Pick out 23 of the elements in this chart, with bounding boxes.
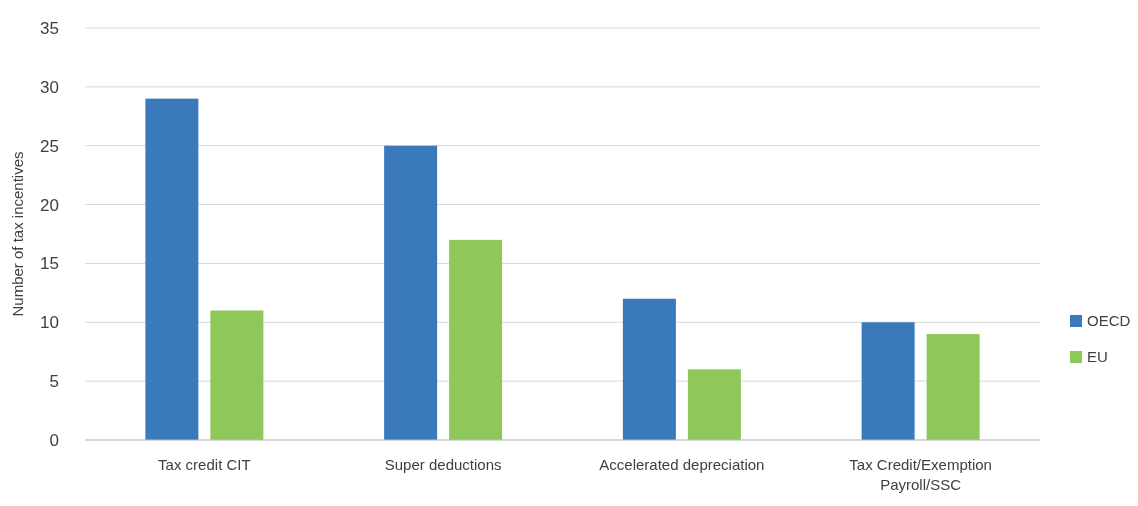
- y-tick-label: 25: [40, 136, 59, 156]
- y-tick-label: 30: [40, 77, 59, 97]
- x-tick-label: Tax credit CIT: [158, 456, 251, 473]
- bar: [210, 310, 264, 440]
- x-tick-label: Accelerated depreciation: [599, 456, 765, 473]
- bar: [622, 298, 676, 440]
- x-tick-label: Tax Credit/Exemption Payroll/SSC: [849, 456, 992, 493]
- bar: [861, 322, 915, 440]
- legend-label: OECD: [1087, 312, 1131, 330]
- y-axis-title: Number of tax incentives: [9, 151, 26, 317]
- x-tick-label: Super deductions: [384, 456, 502, 473]
- y-tick-label: 5: [49, 372, 59, 392]
- bar: [384, 145, 438, 440]
- bar: [687, 369, 741, 440]
- y-tick-label: 35: [40, 18, 59, 38]
- y-tick-label: 20: [40, 195, 59, 215]
- bar: [926, 334, 980, 440]
- y-tick-label: 10: [40, 313, 59, 333]
- legend-label: EU: [1087, 348, 1108, 366]
- bar: [145, 98, 199, 440]
- y-tick-label: 0: [49, 430, 59, 450]
- bar: [449, 239, 503, 440]
- y-tick-label: 15: [40, 254, 59, 274]
